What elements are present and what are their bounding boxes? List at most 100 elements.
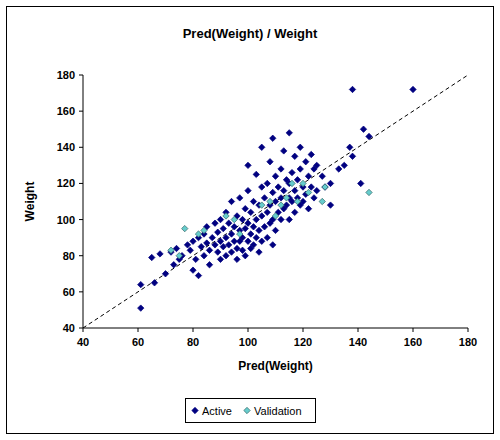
point: [303, 159, 309, 165]
point: [294, 198, 300, 204]
y-tick: [79, 328, 83, 329]
point: [168, 247, 174, 253]
point: [261, 224, 267, 230]
point: [190, 238, 196, 244]
x-tick-label: 60: [132, 336, 144, 348]
point: [270, 242, 276, 248]
point: [281, 187, 287, 193]
point: [259, 202, 265, 208]
point: [237, 231, 243, 237]
point: [319, 173, 325, 179]
x-tick-label: 180: [459, 336, 477, 348]
point: [217, 256, 223, 262]
point: [278, 166, 284, 172]
point: [245, 238, 251, 244]
chart: Pred(Weight) / Weight 40 60 80 100 120 140 160 1…: [0, 0, 500, 440]
legend-marker: [192, 407, 198, 413]
point: [366, 133, 372, 139]
point: [223, 253, 229, 259]
y-tick-label: 180: [57, 69, 75, 81]
point: [228, 198, 234, 204]
x-tick-label: 40: [77, 336, 89, 348]
point: [231, 216, 237, 222]
point: [292, 153, 298, 159]
x-tick-label: 100: [239, 336, 257, 348]
x-tick: [138, 328, 139, 332]
y-tick-label: 80: [63, 250, 75, 262]
point: [248, 209, 254, 215]
point: [182, 225, 188, 231]
x-tick-label: 120: [294, 336, 312, 348]
point: [228, 249, 234, 255]
point: [289, 180, 295, 186]
y-tick-label: 100: [57, 214, 75, 226]
point: [250, 224, 256, 230]
x-tick-label: 140: [349, 336, 367, 348]
point: [264, 234, 270, 240]
point: [341, 162, 347, 168]
point: [259, 213, 265, 219]
point: [223, 213, 229, 219]
y-tick: [79, 111, 83, 112]
point: [253, 234, 259, 240]
point: [349, 153, 355, 159]
point: [206, 262, 212, 268]
x-tick: [413, 328, 414, 332]
point: [176, 253, 182, 259]
series-0: [138, 86, 417, 311]
y-tick-label: 120: [57, 177, 75, 189]
y-tick-label: 140: [57, 141, 75, 153]
point: [278, 216, 284, 222]
point: [151, 280, 157, 286]
point: [327, 202, 333, 208]
point: [264, 209, 270, 215]
x-tick: [248, 328, 249, 332]
point: [305, 206, 311, 212]
point: [217, 216, 223, 222]
legend-label: Validation: [254, 405, 302, 417]
y-tick: [79, 255, 83, 256]
point: [138, 281, 144, 287]
point: [226, 242, 232, 248]
point: [212, 242, 218, 248]
point: [267, 159, 273, 165]
point: [239, 216, 245, 222]
point: [311, 195, 317, 201]
point: [283, 195, 289, 201]
point: [314, 162, 320, 168]
point: [204, 240, 210, 246]
point: [201, 253, 207, 259]
point: [366, 189, 372, 195]
legend-label: Active: [202, 405, 232, 417]
point: [281, 148, 287, 154]
point: [223, 234, 229, 240]
point: [259, 144, 265, 150]
point: [286, 130, 292, 136]
x-tick: [468, 328, 469, 332]
point: [349, 86, 355, 92]
y-tick-label: 60: [63, 286, 75, 298]
y-tick: [79, 183, 83, 184]
point: [198, 243, 204, 249]
point: [245, 187, 251, 193]
point: [297, 144, 303, 150]
y-axis-label: Weight: [23, 182, 37, 222]
point: [347, 144, 353, 150]
y-axis: [83, 75, 84, 328]
point: [212, 220, 218, 226]
x-tick-label: 160: [404, 336, 422, 348]
x-tick: [303, 328, 304, 332]
y-tick: [79, 291, 83, 292]
point: [248, 231, 254, 237]
legend-box: [186, 399, 316, 423]
point: [305, 189, 311, 195]
x-tick: [358, 328, 359, 332]
point: [319, 198, 325, 204]
y-tick: [79, 75, 83, 76]
point: [272, 173, 278, 179]
point: [250, 242, 256, 248]
point: [297, 166, 303, 172]
point: [237, 195, 243, 201]
title: Pred(Weight) / Weight: [183, 26, 318, 41]
point: [314, 187, 320, 193]
